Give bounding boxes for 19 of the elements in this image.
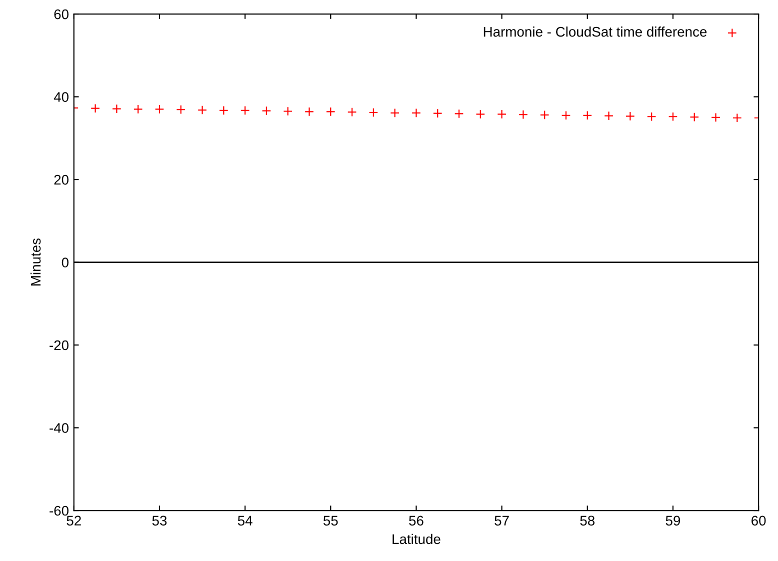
y-tick-label: 0 bbox=[62, 258, 69, 268]
y-tick-label: 40 bbox=[54, 92, 69, 102]
x-tick-label: 57 bbox=[494, 516, 509, 526]
y-tick-label: -40 bbox=[50, 423, 69, 433]
x-tick-label: 53 bbox=[152, 516, 167, 526]
x-tick-label: 60 bbox=[752, 516, 766, 526]
y-tick-label: 20 bbox=[54, 174, 69, 185]
x-axis-title: Latitude bbox=[392, 534, 440, 544]
x-tick-label: 56 bbox=[409, 516, 424, 526]
x-tick-label: 58 bbox=[580, 516, 595, 526]
y-tick-label: -60 bbox=[50, 506, 69, 516]
x-tick-label: 59 bbox=[666, 516, 680, 526]
y-tick-label: -20 bbox=[50, 340, 69, 350]
y-tick-label: 60 bbox=[54, 9, 69, 20]
x-tick-label: 54 bbox=[238, 516, 252, 526]
x-tick-label: 55 bbox=[323, 516, 338, 526]
legend-label: Harmonie - CloudSat time difference bbox=[484, 26, 707, 37]
x-tick-label: 52 bbox=[66, 516, 81, 526]
y-axis-title: Minutes bbox=[30, 238, 41, 286]
